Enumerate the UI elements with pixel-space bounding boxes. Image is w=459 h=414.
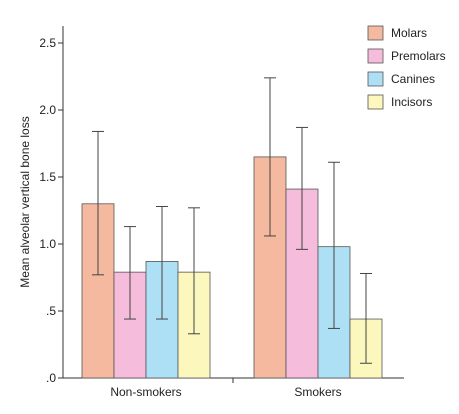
y-tick-label: .5 [46,304,56,318]
y-tick-label: 2.0 [39,103,56,117]
error-bar [156,205,168,320]
error-bar [188,207,200,335]
y-tick-label: .0 [46,371,56,385]
legend: Molars Premolars Canines Incisors [367,25,446,110]
x-tick-labels: Non-smokers Smokers [110,378,342,399]
legend-item: Canines [367,71,435,87]
legend-swatch [367,48,384,64]
error-bar [328,161,340,329]
error-bar [92,130,104,276]
legend-swatch [367,71,384,87]
legend-item: Incisors [367,94,432,110]
y-axis-title: Mean alveolar vertical bone loss [18,116,32,287]
legend-swatch [367,94,384,110]
error-bar [296,126,308,250]
x-tick-label: Non-smokers [110,385,181,399]
legend-item: Molars [367,25,427,41]
y-tick-label: 1.0 [39,237,56,251]
x-tick-label: Smokers [294,385,341,399]
error-bar [264,77,276,237]
legend-label: Incisors [391,95,432,109]
error-bar [124,226,136,320]
y-ticks: .0 .5 1.0 1.5 2.0 2.5 [39,36,63,385]
y-tick-label: 1.5 [39,170,56,184]
legend-item: Premolars [367,48,446,64]
legend-label: Premolars [391,49,446,63]
legend-label: Molars [391,26,427,40]
error-bars [92,77,372,364]
bars [81,156,383,379]
y-tick-label: 2.5 [39,36,56,50]
error-bar [360,272,372,364]
legend-swatch [367,25,384,41]
legend-label: Canines [391,72,435,86]
